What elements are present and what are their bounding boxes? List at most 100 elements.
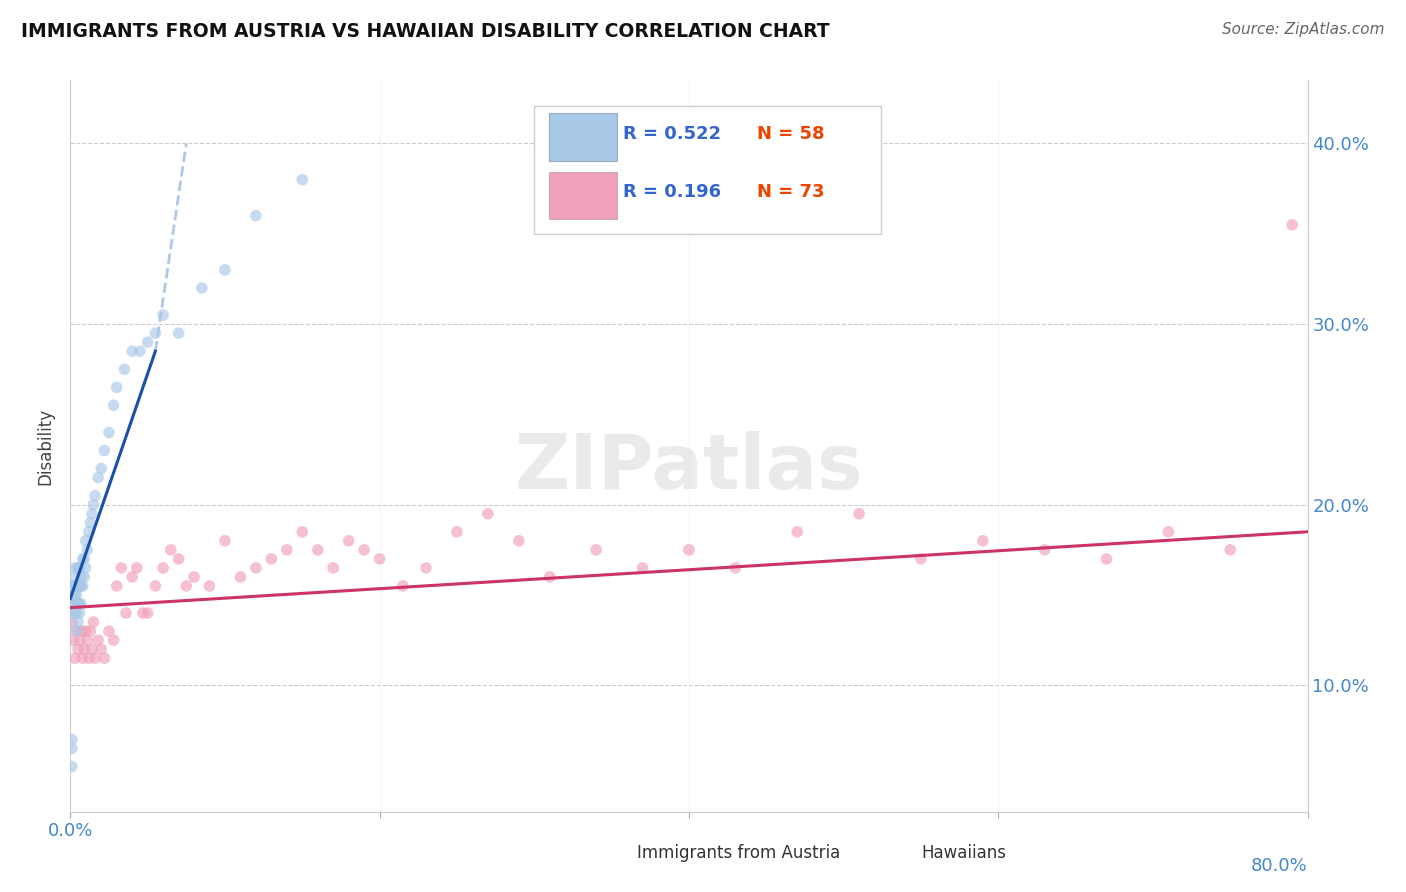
Point: [353, 542, 375, 557]
Point: [152, 561, 174, 575]
FancyBboxPatch shape: [550, 113, 617, 161]
Point: [121, 344, 143, 359]
Point: [69, 597, 91, 611]
Point: [1343, 542, 1365, 557]
Point: [167, 552, 190, 566]
Point: [477, 507, 499, 521]
Point: [70, 570, 93, 584]
Point: [76, 633, 98, 648]
Point: [98, 425, 121, 440]
Point: [67, 561, 90, 575]
Point: [415, 561, 437, 575]
Text: ZIPatlas: ZIPatlas: [515, 431, 863, 505]
Point: [90, 642, 112, 657]
Point: [82, 498, 105, 512]
Point: [87, 633, 110, 648]
Point: [538, 570, 561, 584]
Point: [62, 579, 84, 593]
Point: [62, 606, 84, 620]
Point: [786, 524, 808, 539]
Point: [75, 533, 97, 548]
Point: [98, 624, 121, 639]
Point: [631, 561, 654, 575]
Point: [174, 579, 197, 593]
Point: [69, 579, 91, 593]
Point: [1157, 524, 1180, 539]
Point: [115, 606, 138, 620]
Point: [63, 588, 86, 602]
Point: [69, 561, 91, 575]
FancyBboxPatch shape: [870, 837, 915, 869]
Point: [191, 281, 214, 295]
Point: [145, 326, 167, 340]
Text: Source: ZipAtlas.com: Source: ZipAtlas.com: [1222, 22, 1385, 37]
Point: [60, 732, 83, 747]
Point: [73, 552, 96, 566]
Point: [60, 741, 83, 756]
Point: [65, 624, 87, 639]
Point: [1095, 552, 1118, 566]
Text: IMMIGRANTS FROM AUSTRIA VS HAWAIIAN DISABILITY CORRELATION CHART: IMMIGRANTS FROM AUSTRIA VS HAWAIIAN DISA…: [21, 22, 830, 41]
Point: [446, 524, 468, 539]
Point: [103, 398, 125, 412]
Point: [136, 606, 159, 620]
Point: [67, 579, 90, 593]
Point: [63, 579, 86, 593]
Point: [79, 516, 101, 530]
Point: [73, 642, 96, 657]
Point: [245, 209, 267, 223]
Point: [63, 606, 86, 620]
Point: [337, 533, 360, 548]
Point: [67, 642, 90, 657]
Point: [82, 615, 105, 629]
Text: Immigrants from Austria: Immigrants from Austria: [637, 844, 841, 862]
Point: [76, 542, 98, 557]
Text: Hawaiians: Hawaiians: [921, 844, 1007, 862]
Point: [214, 533, 236, 548]
Point: [93, 443, 115, 458]
Point: [84, 489, 107, 503]
Point: [160, 542, 183, 557]
Point: [77, 651, 100, 665]
Point: [129, 344, 152, 359]
Point: [84, 651, 107, 665]
Point: [65, 588, 87, 602]
Point: [70, 579, 93, 593]
Point: [368, 552, 391, 566]
Point: [80, 642, 103, 657]
Point: [848, 507, 870, 521]
Point: [65, 579, 87, 593]
Point: [75, 561, 97, 575]
Point: [72, 552, 94, 566]
Point: [69, 606, 91, 620]
Point: [678, 542, 700, 557]
Point: [69, 633, 91, 648]
FancyBboxPatch shape: [586, 837, 631, 869]
FancyBboxPatch shape: [550, 171, 617, 219]
Point: [276, 542, 298, 557]
Point: [110, 561, 132, 575]
Point: [132, 606, 155, 620]
Point: [260, 552, 283, 566]
Point: [65, 624, 87, 639]
Point: [392, 579, 415, 593]
Point: [60, 759, 83, 773]
Point: [291, 524, 314, 539]
Point: [105, 380, 128, 394]
FancyBboxPatch shape: [534, 106, 880, 234]
Point: [1281, 218, 1303, 232]
Point: [90, 461, 112, 475]
Point: [62, 570, 84, 584]
Point: [65, 606, 87, 620]
Point: [183, 570, 205, 584]
Point: [67, 597, 90, 611]
Point: [585, 542, 607, 557]
Point: [77, 524, 100, 539]
Point: [70, 597, 93, 611]
Point: [508, 533, 530, 548]
Point: [198, 579, 221, 593]
Point: [75, 624, 97, 639]
Point: [167, 326, 190, 340]
Point: [972, 533, 994, 548]
Point: [152, 308, 174, 322]
